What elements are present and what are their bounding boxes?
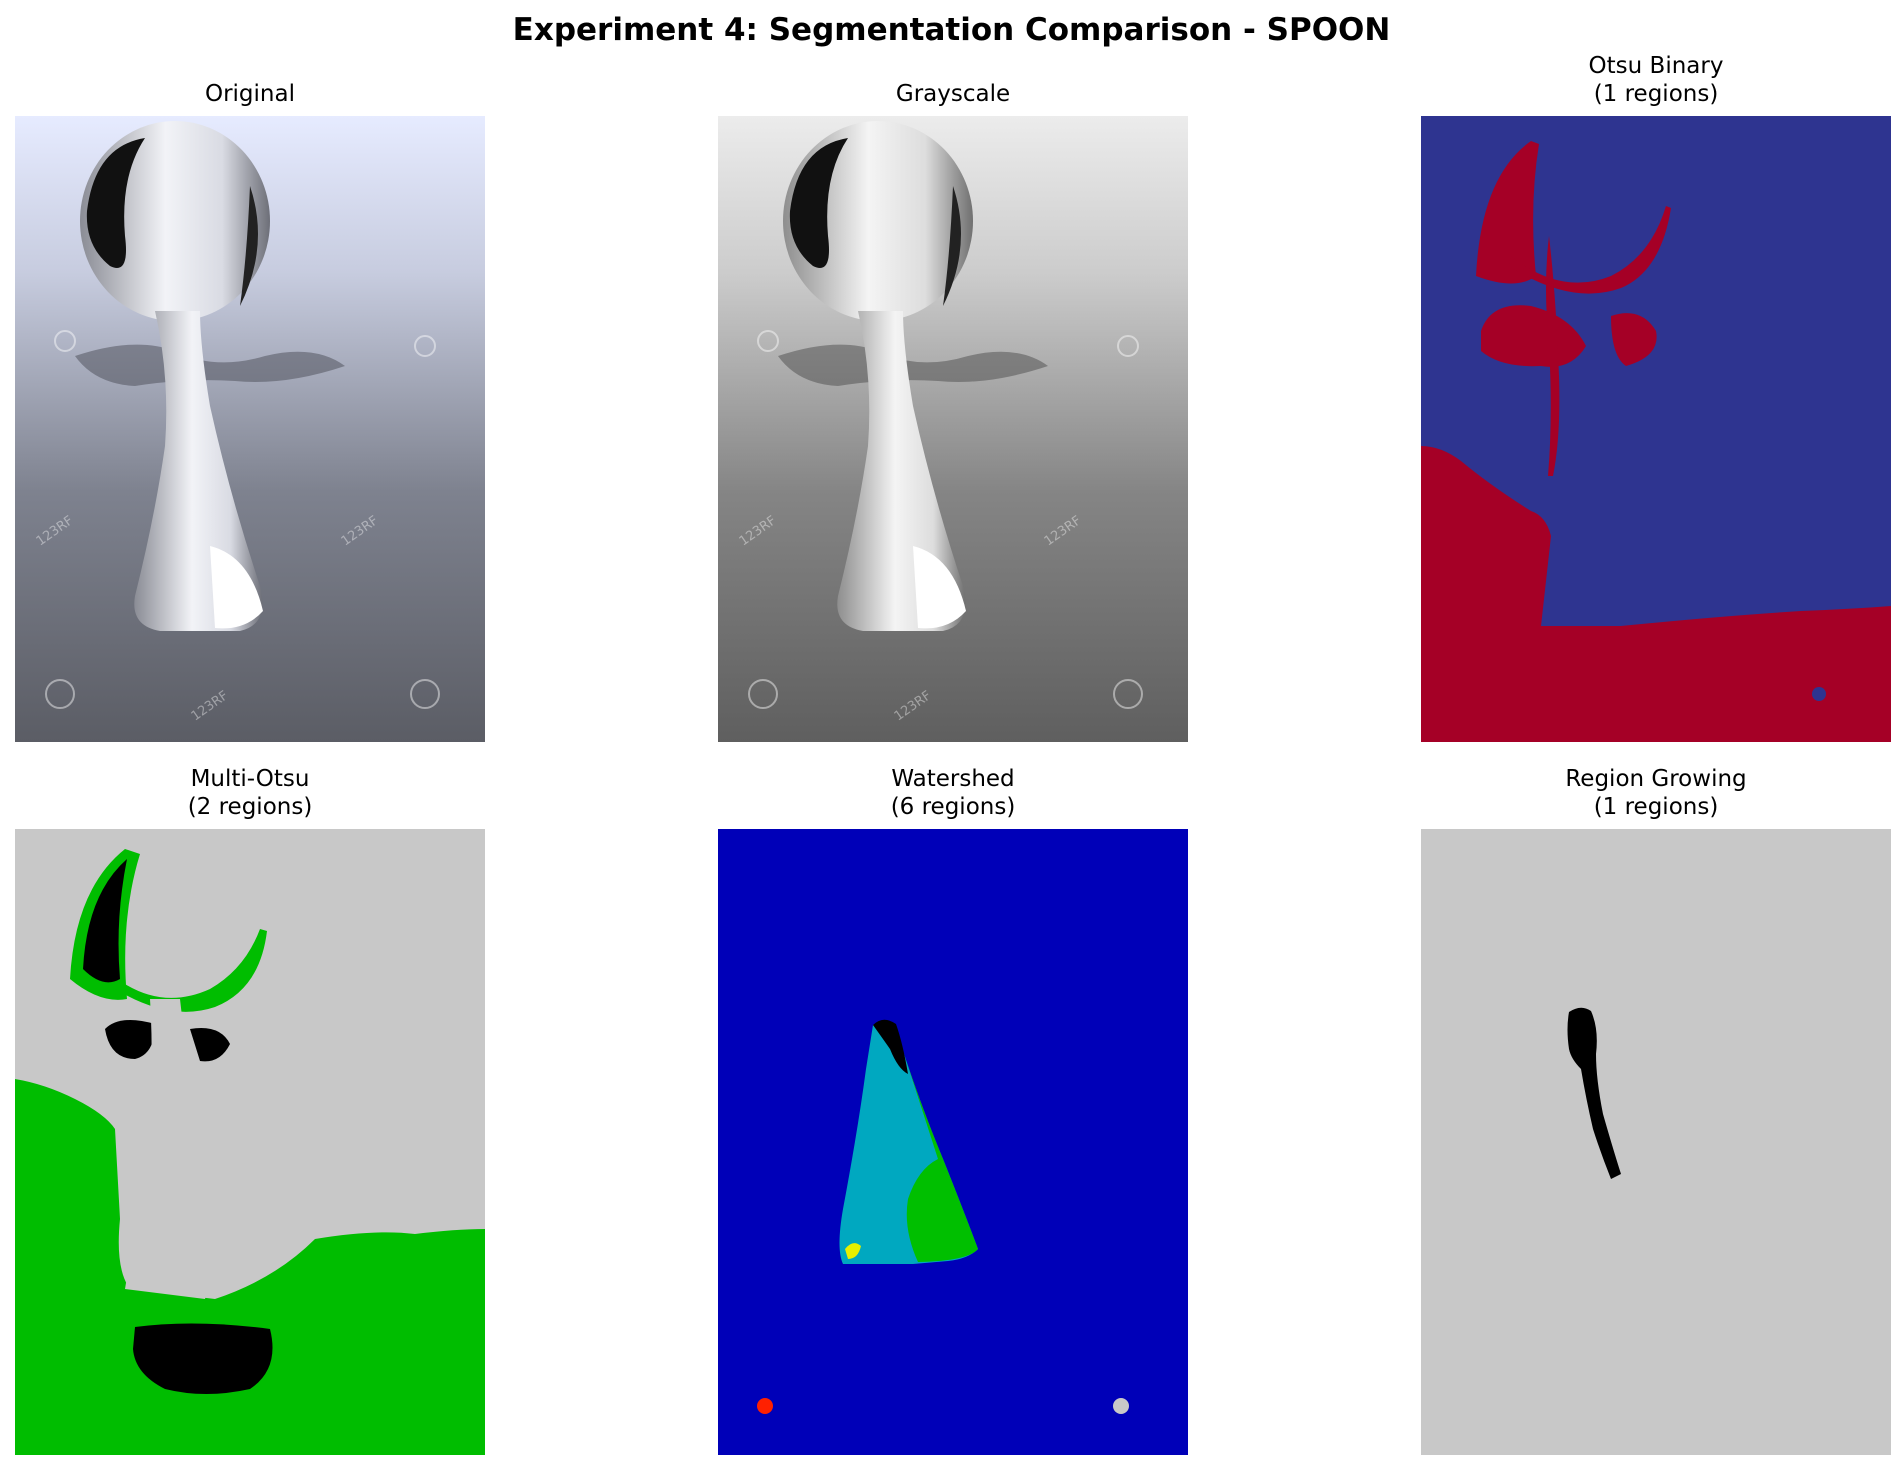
panel-multi-otsu: Multi-Otsu (2 regions) [15,765,485,1455]
multi-otsu-image [15,829,485,1455]
panel-region-growing: Region Growing (1 regions) [1421,765,1891,1455]
panel-title-line2: (1 regions) [1593,794,1719,820]
panel-title-line2: (2 regions) [187,794,313,820]
region-growing-image [1421,829,1891,1455]
panel-otsu-binary: Otsu Binary (1 regions) [1421,52,1891,742]
panel-title-line2: (1 regions) [1593,81,1719,107]
panel-title: Region Growing (1 regions) [1421,765,1891,829]
panel-grayscale: Grayscale [718,52,1188,742]
panel-title-line1: Grayscale [895,81,1011,107]
panel-watershed: Watershed (6 regions) [718,765,1188,1455]
panel-title: Multi-Otsu (2 regions) [15,765,485,829]
panel-title-line1: Otsu Binary [1588,53,1724,79]
figure-title: Experiment 4: Segmentation Comparison - … [512,12,1391,48]
panel-title-line1: Multi-Otsu [190,766,310,792]
panel-title-line1: Original [204,81,295,107]
panel-title-line1: Watershed [891,766,1015,792]
panel-title: Otsu Binary (1 regions) [1421,52,1891,116]
panel-title-line2: (6 regions) [890,794,1016,820]
panel-title: Grayscale [718,52,1188,116]
watershed-image [718,829,1188,1455]
panel-title: Original [15,52,485,116]
panel-title: Watershed (6 regions) [718,765,1188,829]
grayscale-image: 123RF 123RF 123RF [718,116,1188,742]
otsu-binary-image [1421,116,1891,742]
original-image: 123RF 123RF 123RF [15,116,485,742]
panel-original: Original [15,52,485,742]
panel-title-line1: Region Growing [1565,766,1747,792]
